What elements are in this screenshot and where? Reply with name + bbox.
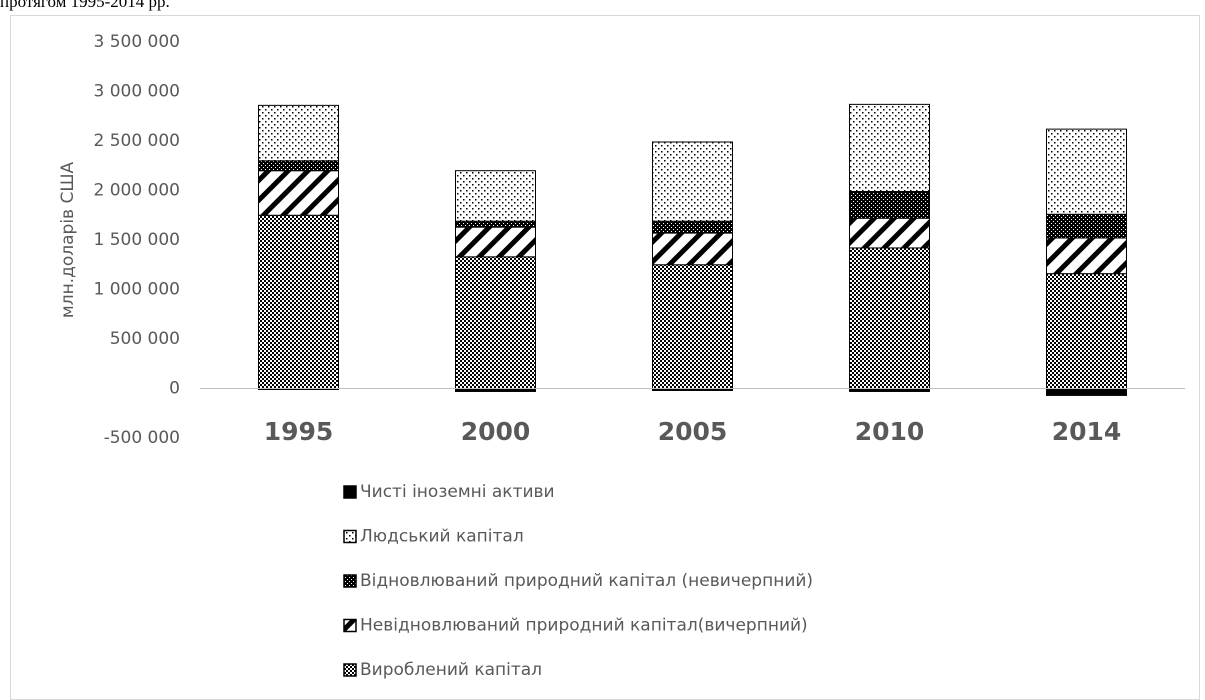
- legend-label: Чисті іноземні активи: [360, 482, 555, 502]
- x-tick-label: 2010: [855, 417, 925, 446]
- bar-segment: [1046, 388, 1127, 396]
- bar-segment: [455, 226, 536, 258]
- y-tick-label: 3 500 000: [93, 32, 180, 52]
- bar-segment: [1046, 213, 1127, 239]
- legend-swatch: [343, 663, 357, 677]
- bar-segment: [455, 220, 536, 228]
- legend-swatch: [343, 618, 357, 633]
- bar-segment: [258, 160, 339, 172]
- bar-segment: [1046, 273, 1127, 389]
- y-tick-label: -500 000: [104, 428, 180, 448]
- bar-segment: [849, 190, 930, 219]
- bar-segment: [1046, 128, 1127, 215]
- bar-segment: [849, 247, 930, 389]
- x-tick-label: 2005: [658, 417, 728, 446]
- bar-segment: [455, 256, 536, 389]
- bar-segment: [849, 217, 930, 249]
- y-tick-label: 1 000 000: [93, 280, 180, 300]
- bar-segment: [258, 104, 339, 162]
- x-tick-label: 2000: [461, 417, 531, 446]
- y-tick-label: 500 000: [110, 329, 180, 349]
- y-tick-label: 2 500 000: [93, 131, 180, 151]
- bar-segment: [652, 232, 733, 266]
- x-tick-label: 2014: [1052, 417, 1122, 446]
- legend-label: Відновлюваний природний капітал (невичер…: [360, 571, 813, 591]
- bar-segment: [258, 214, 339, 389]
- bar-segment: [455, 170, 536, 222]
- bar-segment: [652, 220, 733, 234]
- legend-swatch: [343, 485, 357, 499]
- y-tick-label: 3 000 000: [93, 82, 180, 102]
- chart-frame: [10, 15, 1200, 700]
- y-tick-label: 1 500 000: [93, 230, 180, 250]
- legend-label: Вироблений капітал: [360, 660, 542, 680]
- bar-segment: [1046, 237, 1127, 275]
- legend-label: Невідновлюваний природний капітал(вичерп…: [360, 616, 808, 636]
- bar-segment: [258, 170, 339, 216]
- bar-segment: [652, 141, 733, 222]
- bar-segment: [849, 103, 930, 192]
- y-tick-label: 0: [169, 379, 180, 399]
- chart-title: протягом 1995-2014 рр.: [0, 0, 170, 11]
- bar-segment: [652, 264, 733, 389]
- y-tick-label: 2 000 000: [93, 181, 180, 201]
- y-axis-label: млн.доларів США: [58, 162, 78, 319]
- legend-swatch: [343, 529, 357, 544]
- legend-label: Людський капітал: [360, 527, 524, 547]
- x-tick-label: 1995: [264, 417, 334, 446]
- legend-swatch: [343, 574, 357, 588]
